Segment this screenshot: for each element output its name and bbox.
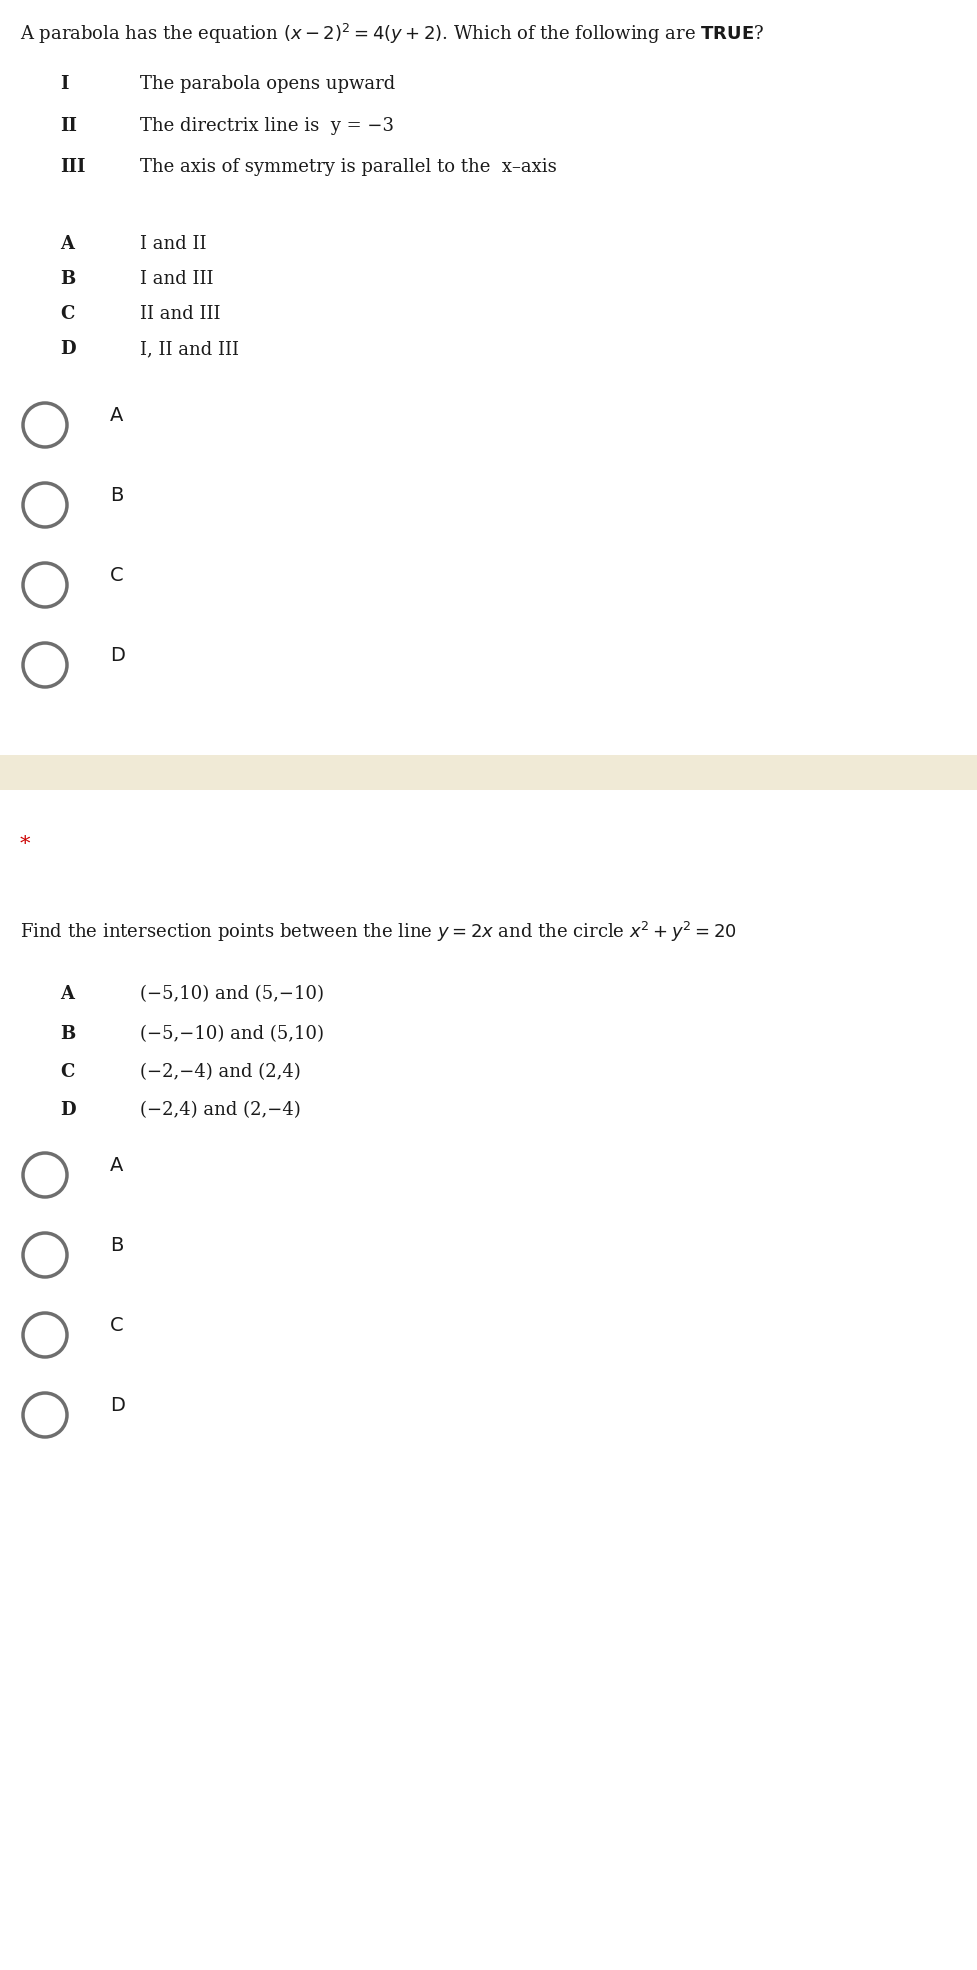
Text: A: A — [109, 406, 123, 426]
Text: D: D — [60, 341, 75, 359]
Text: II: II — [60, 116, 77, 136]
Text: *: * — [20, 835, 30, 855]
Text: (−5,−10) and (5,10): (−5,−10) and (5,10) — [140, 1024, 323, 1042]
Text: I, II and III: I, II and III — [140, 341, 238, 359]
Text: (−2,−4) and (2,4): (−2,−4) and (2,4) — [140, 1064, 301, 1082]
Text: I and III: I and III — [140, 270, 213, 288]
Text: A: A — [109, 1156, 123, 1174]
Text: C: C — [60, 305, 74, 323]
Text: A: A — [60, 985, 74, 1003]
Text: The axis of symmetry is parallel to the  x–axis: The axis of symmetry is parallel to the … — [140, 158, 556, 175]
Text: (−5,10) and (5,−10): (−5,10) and (5,−10) — [140, 985, 323, 1003]
Text: C: C — [109, 1316, 123, 1336]
Text: C: C — [109, 565, 123, 585]
Text: (−2,4) and (2,−4): (−2,4) and (2,−4) — [140, 1101, 301, 1119]
Text: III: III — [60, 158, 85, 175]
Text: A: A — [60, 234, 74, 252]
Text: Find the intersection points between the line $y=2x$ and the circle $x^2+y^2=20$: Find the intersection points between the… — [20, 920, 737, 944]
Text: I: I — [60, 75, 68, 93]
Text: B: B — [60, 1024, 75, 1042]
Text: II and III: II and III — [140, 305, 220, 323]
Text: C: C — [60, 1064, 74, 1082]
Bar — [0, 755, 977, 790]
Text: The directrix line is  y = −3: The directrix line is y = −3 — [140, 116, 394, 136]
Text: B: B — [60, 270, 75, 288]
Text: B: B — [109, 1235, 123, 1255]
Text: I and II: I and II — [140, 234, 206, 252]
Text: D: D — [109, 646, 125, 666]
Text: The parabola opens upward: The parabola opens upward — [140, 75, 395, 93]
Text: D: D — [60, 1101, 75, 1119]
Text: B: B — [109, 487, 123, 504]
Text: D: D — [109, 1397, 125, 1414]
Text: A parabola has the equation $(x-2)^2=4(y+2)$. Which of the following are $\mathb: A parabola has the equation $(x-2)^2=4(y… — [20, 22, 764, 45]
